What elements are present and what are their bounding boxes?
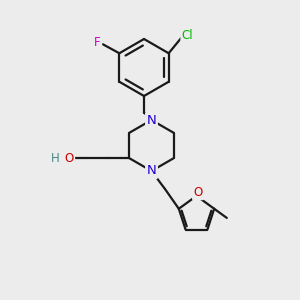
- Text: F: F: [94, 36, 101, 49]
- Text: N: N: [147, 113, 156, 127]
- Text: O: O: [64, 152, 74, 165]
- Text: Cl: Cl: [182, 29, 194, 42]
- Text: O: O: [194, 186, 202, 199]
- Text: N: N: [147, 164, 156, 178]
- Text: H: H: [51, 152, 59, 165]
